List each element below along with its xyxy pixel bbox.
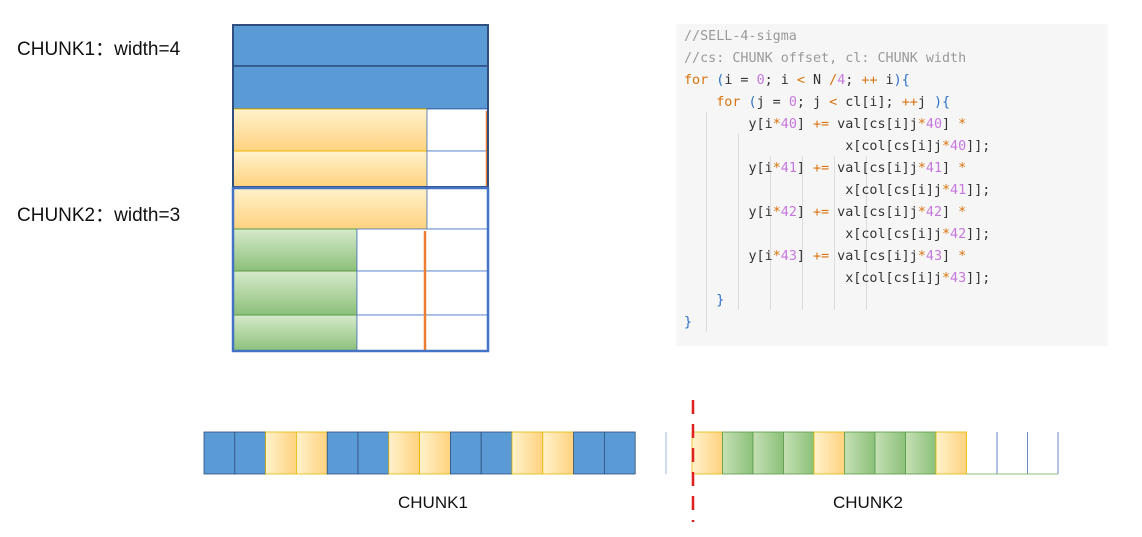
matrix-row-5-empty xyxy=(426,187,489,230)
chunk2-frame xyxy=(231,186,490,353)
chunk1-strip-label: CHUNK1 xyxy=(398,493,468,512)
strip-cell-chunk2-green xyxy=(874,431,906,475)
strip-cell-chunk2-orange xyxy=(813,431,845,475)
strip-cell-chunk1-blue xyxy=(357,431,390,475)
strip-cell-chunk1-blue xyxy=(480,431,513,475)
matrix-row-5 xyxy=(232,187,428,230)
strip-cell-chunk1-orange xyxy=(295,431,328,475)
matrix-row-7 xyxy=(232,270,358,316)
matrix-row-4-empty xyxy=(426,150,489,188)
indent-guide xyxy=(706,112,707,332)
strip-cell-chunk2-orange xyxy=(691,431,723,475)
strip-cell-chunk1-blue xyxy=(573,431,605,475)
strip-cell-chunk1-blue xyxy=(203,431,236,475)
strip-cell-chunk2-orange xyxy=(935,431,967,475)
strip-cell-chunk2-green xyxy=(752,431,784,475)
indent-guide xyxy=(834,156,835,310)
matrix-row-3-empty xyxy=(426,108,489,152)
code-panel: //SELL-4-sigma //cs: CHUNK offset, cl: C… xyxy=(676,24,1108,346)
matrix-row-8 xyxy=(232,314,358,352)
matrix-row-3 xyxy=(232,108,428,152)
strip-cell-chunk2-green xyxy=(722,431,754,475)
strip-cell-chunk2-green xyxy=(844,431,876,475)
indent-guide xyxy=(866,156,867,310)
strip-cell-chunk1-blue xyxy=(234,431,267,475)
matrix-row-2 xyxy=(232,65,489,110)
matrix-row-6-empty xyxy=(356,228,489,272)
strip-cell-chunk1-blue xyxy=(326,431,359,475)
strip-cell-chunk1-blue xyxy=(449,431,482,475)
strip-cell-chunk1-orange xyxy=(419,431,451,475)
matrix-row-1 xyxy=(232,24,489,67)
strip-cell-chunk1-blue xyxy=(604,431,636,475)
strip-cell-chunk1-orange xyxy=(511,431,544,475)
code-block: //SELL-4-sigma //cs: CHUNK offset, cl: C… xyxy=(684,29,991,330)
indent-guide xyxy=(770,156,771,310)
indent-guide xyxy=(738,134,739,310)
matrix-row-7-empty xyxy=(356,270,489,316)
chunk2-width-label: CHUNK2：width=3 xyxy=(17,205,181,226)
memory-strip xyxy=(203,431,1059,475)
indent-guide xyxy=(802,156,803,310)
strip-cell-chunk2-green xyxy=(783,431,815,475)
strip-cell-chunk1-orange xyxy=(388,431,420,475)
strip-cell-chunk1-orange xyxy=(265,431,297,475)
matrix-row-4 xyxy=(232,150,428,188)
strip-cell-chunk1-orange xyxy=(542,431,574,475)
chunk2-strip-label: CHUNK2 xyxy=(833,493,903,512)
chunk1-width-label: CHUNK1：width=4 xyxy=(17,39,181,60)
matrix-row-8-empty xyxy=(356,314,489,352)
matrix-row-6 xyxy=(232,228,358,272)
strip-cell-chunk2-green xyxy=(905,431,937,475)
